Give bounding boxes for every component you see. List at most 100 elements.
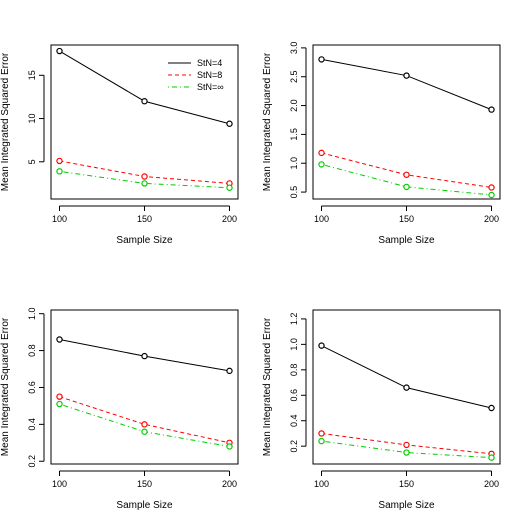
data-point bbox=[318, 342, 325, 349]
data-point bbox=[488, 454, 495, 461]
x-tick-label: 150 bbox=[399, 479, 414, 489]
y-tick-label: 2.5 bbox=[289, 70, 299, 83]
data-point bbox=[56, 400, 63, 408]
x-axis-title: Sample Size bbox=[378, 235, 435, 246]
data-point bbox=[56, 168, 63, 175]
data-point bbox=[318, 430, 325, 437]
y-axis: 0.2 0.4 0.6 0.8 1.0 bbox=[27, 307, 45, 468]
x-tick-label: 100 bbox=[314, 479, 329, 489]
x-tick-label: 100 bbox=[52, 479, 67, 489]
data-point bbox=[226, 367, 233, 375]
legend-label: StN=4 bbox=[197, 58, 222, 68]
x-axis: 100 150 200 bbox=[52, 205, 237, 224]
x-tick-label: 150 bbox=[137, 214, 152, 224]
data-point bbox=[56, 393, 63, 400]
y-tick-label: 0.6 bbox=[27, 381, 37, 394]
y-tick-label: 3.0 bbox=[289, 42, 299, 55]
data-point bbox=[318, 149, 325, 157]
y-tick-label: 5 bbox=[27, 159, 37, 164]
data-point bbox=[56, 157, 63, 165]
y-tick-label: 0.8 bbox=[289, 364, 299, 377]
series-2 bbox=[318, 149, 495, 191]
x-tick-label: 150 bbox=[137, 479, 152, 489]
data-point bbox=[318, 161, 325, 168]
y-tick-label: 0.2 bbox=[27, 455, 37, 468]
x-tick-label: 200 bbox=[222, 214, 237, 224]
legend-label: StN=8 bbox=[197, 70, 222, 80]
data-point bbox=[403, 183, 410, 191]
data-point bbox=[403, 384, 410, 391]
y-tick-label: 10 bbox=[27, 114, 37, 124]
plot-frame bbox=[312, 44, 501, 200]
y-axis-title: Mean Integrated Squared Error bbox=[262, 317, 273, 456]
x-axis-title: Sample Size bbox=[116, 235, 173, 246]
legend-label: StN=∞ bbox=[197, 82, 224, 92]
y-tick-label: 0.8 bbox=[27, 344, 37, 357]
series-line bbox=[321, 152, 492, 188]
data-point bbox=[403, 171, 410, 178]
series-2 bbox=[56, 157, 233, 187]
y-tick-label: 2.0 bbox=[289, 99, 299, 112]
y-axis-title: Mean Integrated Squared Error bbox=[262, 52, 273, 191]
y-axis: 0.2 0.4 0.6 0.8 1.0 1.2 bbox=[289, 313, 307, 453]
data-point bbox=[226, 120, 233, 127]
data-point bbox=[226, 443, 233, 450]
data-point bbox=[56, 336, 63, 343]
data-point bbox=[488, 191, 495, 199]
plot-frame bbox=[50, 44, 239, 200]
y-tick-label: 0.5 bbox=[289, 186, 299, 199]
series-1 bbox=[318, 56, 495, 113]
data-point bbox=[141, 180, 148, 187]
data-point bbox=[318, 56, 325, 63]
y-tick-label: 1.0 bbox=[289, 157, 299, 170]
y-tick-label: 0.4 bbox=[27, 418, 37, 431]
x-axis-title: Sample Size bbox=[116, 500, 173, 511]
series-1 bbox=[56, 336, 233, 375]
legend: StN=4 StN=8 StN=∞ bbox=[168, 58, 224, 92]
series-2 bbox=[56, 393, 233, 446]
y-axis: 0.5 1.0 1.5 2.0 2.5 3.0 bbox=[289, 42, 307, 199]
y-tick-label: 15 bbox=[27, 70, 37, 80]
y-axis-title: Mean Integrated Squared Error bbox=[0, 52, 11, 191]
data-point bbox=[141, 98, 148, 105]
y-axis: 5 10 15 bbox=[27, 70, 45, 164]
y-tick-label: 0.2 bbox=[289, 440, 299, 453]
series-line bbox=[59, 396, 230, 444]
chart-panel-1: 100 150 200 5 10 15 Sample Size Mean Integrated… bbox=[0, 44, 239, 246]
data-point bbox=[226, 184, 233, 191]
series-1 bbox=[56, 47, 233, 127]
data-point bbox=[56, 47, 63, 55]
series-3 bbox=[318, 437, 495, 461]
series-line bbox=[321, 163, 492, 196]
data-point bbox=[488, 404, 495, 412]
data-point bbox=[318, 437, 325, 445]
y-tick-label: 1.2 bbox=[289, 313, 299, 326]
chart-panel-3: 100 150 200 0.2 0.4 0.6 0.8 1.0 Sample Size Mean … bbox=[0, 307, 239, 511]
data-point bbox=[141, 173, 148, 180]
x-axis: 100 150 200 bbox=[314, 470, 499, 489]
y-tick-label: 0.4 bbox=[289, 414, 299, 427]
x-tick-label: 100 bbox=[52, 214, 67, 224]
x-tick-label: 200 bbox=[222, 479, 237, 489]
x-tick-label: 200 bbox=[484, 214, 499, 224]
data-point bbox=[488, 184, 495, 191]
plot-frame bbox=[312, 309, 501, 465]
chart-panel-2: 100 150 200 0.5 1.0 1.5 2.0 2.5 3.0 Sample Size Me… bbox=[262, 42, 501, 246]
y-tick-label: 0.6 bbox=[289, 389, 299, 402]
data-point bbox=[488, 106, 495, 113]
x-axis: 100 150 200 bbox=[314, 205, 499, 224]
series-line bbox=[59, 160, 230, 184]
chart-panel-4: 100 150 200 0.2 0.4 0.6 0.8 1.0 1.2 Sample Size Me… bbox=[262, 309, 501, 511]
plot-frame bbox=[50, 309, 239, 465]
data-point bbox=[141, 352, 148, 360]
series-3 bbox=[56, 168, 233, 191]
data-point bbox=[403, 449, 410, 456]
y-axis-title: Mean Integrated Squared Error bbox=[0, 317, 11, 456]
x-tick-label: 150 bbox=[399, 214, 414, 224]
series-3 bbox=[56, 400, 233, 450]
data-point bbox=[141, 428, 148, 435]
x-axis-title: Sample Size bbox=[378, 500, 435, 511]
series-line bbox=[321, 440, 492, 459]
data-point bbox=[403, 441, 410, 449]
